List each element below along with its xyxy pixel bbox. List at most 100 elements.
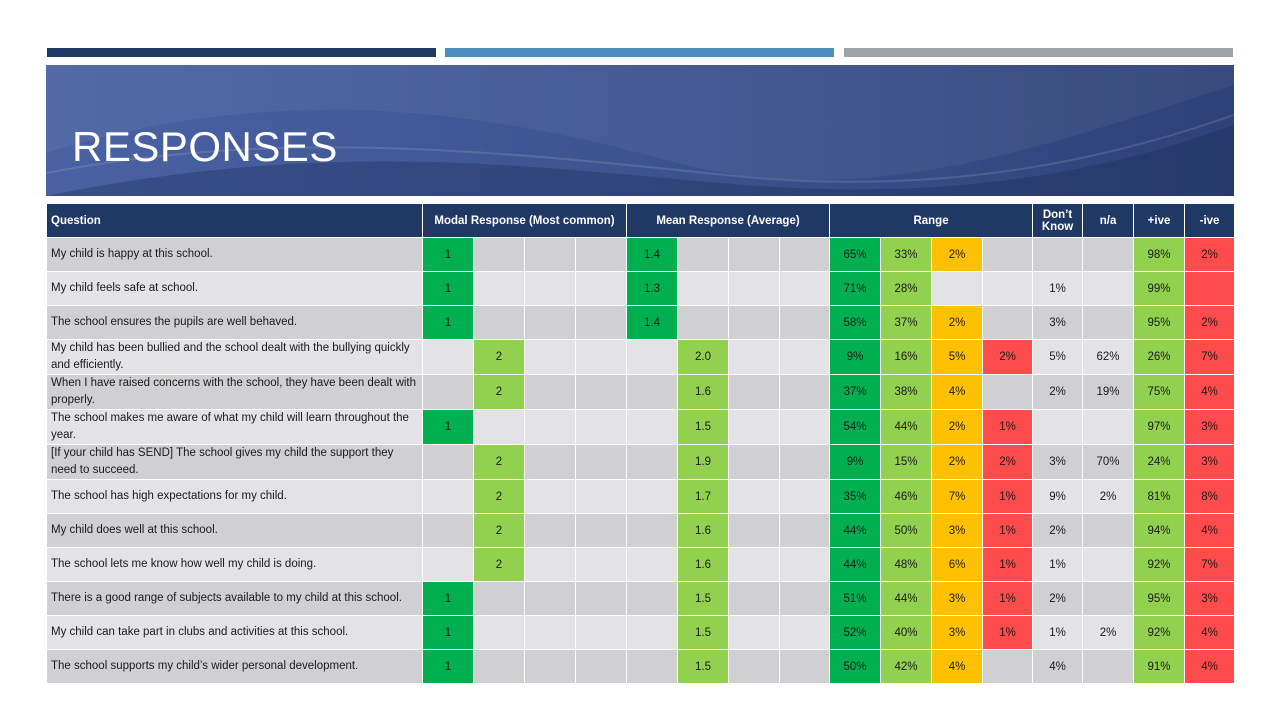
mean-cell-2: 1.6	[677, 374, 729, 410]
range-cell-1: 35%	[829, 479, 881, 514]
negative-cell: 4%	[1184, 374, 1236, 410]
modal-cell-1	[422, 374, 474, 410]
dont-know-cell: 9%	[1032, 479, 1084, 514]
table-row: My child feels safe at school. 1 1.3 71% 28%…	[46, 271, 1236, 306]
header-question: Question	[46, 203, 423, 238]
mean-cell-1: 1.4	[626, 305, 678, 340]
mean-cell-1: 1.4	[626, 237, 678, 272]
range-cell-2: 37%	[880, 305, 932, 340]
mean-cell-2: 1.6	[677, 513, 729, 548]
range-cell-2: 48%	[880, 547, 932, 582]
question-cell: There is a good range of subjects availa…	[46, 581, 423, 616]
positive-cell: 99%	[1133, 271, 1186, 306]
question-cell: My child does well at this school.	[46, 513, 423, 548]
modal-cell-3	[524, 305, 576, 340]
modal-cell-4	[575, 547, 627, 582]
table-row: My child is happy at this school. 1 1.4 65%…	[46, 237, 1236, 272]
range-cell-1: 37%	[829, 374, 881, 410]
range-cell-2: 15%	[880, 444, 932, 480]
modal-cell-2	[473, 615, 525, 650]
modal-cell-1: 1	[422, 305, 474, 340]
range-cell-4: 2%	[981, 339, 1034, 375]
mean-cell-2: 1.6	[677, 547, 729, 582]
modal-cell-4	[575, 581, 627, 616]
range-cell-3: 3%	[931, 513, 983, 548]
table-row: My child does well at this school. 2 1.6 44…	[46, 513, 1236, 548]
mean-cell-2: 2.0	[677, 339, 729, 375]
modal-cell-3	[524, 237, 576, 272]
mean-cell-3	[728, 649, 780, 684]
table-row: When I have raised concerns with the sch…	[46, 374, 1236, 410]
table-row: The school ensures the pupils are well b…	[46, 305, 1236, 340]
responses-table: Question Modal Response (Most common) Me…	[46, 203, 1236, 684]
modal-cell-3	[524, 513, 576, 548]
mean-cell-1: 1.3	[626, 271, 678, 306]
modal-cell-1: 1	[422, 615, 474, 650]
positive-cell: 95%	[1133, 581, 1186, 616]
table-row: The school supports my child’s wider per…	[46, 649, 1236, 684]
mean-cell-1	[626, 615, 678, 650]
na-cell: 70%	[1082, 444, 1135, 480]
na-cell: 62%	[1082, 339, 1135, 375]
na-cell: 2%	[1082, 615, 1135, 650]
range-cell-4: 2%	[981, 444, 1034, 480]
positive-cell: 98%	[1133, 237, 1186, 272]
range-cell-4	[981, 237, 1034, 272]
range-cell-4: 1%	[981, 479, 1034, 514]
table-row: The school has high expectations for my …	[46, 479, 1236, 514]
mean-cell-4	[779, 649, 830, 684]
positive-cell: 95%	[1133, 305, 1186, 340]
question-cell: My child is happy at this school.	[46, 237, 423, 272]
accent-bar-navy	[47, 48, 436, 57]
negative-cell: 3%	[1184, 444, 1236, 480]
modal-cell-2	[473, 581, 525, 616]
modal-cell-1: 1	[422, 271, 474, 306]
header-mean-response: Mean Response (Average)	[626, 203, 830, 238]
range-cell-1: 52%	[829, 615, 881, 650]
mean-cell-4	[779, 374, 830, 410]
range-cell-3: 6%	[931, 547, 983, 582]
range-cell-1: 44%	[829, 547, 881, 582]
na-cell	[1082, 409, 1135, 445]
mean-cell-4	[779, 615, 830, 650]
range-cell-3: 4%	[931, 374, 983, 410]
negative-cell: 4%	[1184, 513, 1236, 548]
modal-cell-2	[473, 649, 525, 684]
modal-cell-3	[524, 649, 576, 684]
modal-cell-1	[422, 513, 474, 548]
table-row: There is a good range of subjects availa…	[46, 581, 1236, 616]
na-cell	[1082, 271, 1135, 306]
range-cell-3: 2%	[931, 409, 983, 445]
accent-bar-grey	[844, 48, 1233, 57]
modal-cell-4	[575, 374, 627, 410]
mean-cell-4	[779, 479, 830, 514]
question-cell: The school lets me know how well my chil…	[46, 547, 423, 582]
modal-cell-4	[575, 237, 627, 272]
negative-cell: 2%	[1184, 237, 1236, 272]
range-cell-1: 9%	[829, 339, 881, 375]
banner-wave-decoration	[46, 65, 1234, 196]
mean-cell-2: 1.5	[677, 649, 729, 684]
negative-cell: 4%	[1184, 649, 1236, 684]
table-row: My child can take part in clubs and acti…	[46, 615, 1236, 650]
mean-cell-2	[677, 305, 729, 340]
question-cell: The school makes me aware of what my chi…	[46, 409, 423, 445]
modal-cell-3	[524, 581, 576, 616]
mean-cell-4	[779, 409, 830, 445]
dont-know-cell	[1032, 237, 1084, 272]
modal-cell-1	[422, 547, 474, 582]
modal-cell-4	[575, 513, 627, 548]
range-cell-3: 5%	[931, 339, 983, 375]
modal-cell-1: 1	[422, 409, 474, 445]
mean-cell-2: 1.7	[677, 479, 729, 514]
modal-cell-3	[524, 271, 576, 306]
dont-know-cell: 3%	[1032, 444, 1084, 480]
dont-know-cell: 1%	[1032, 547, 1084, 582]
range-cell-4: 1%	[981, 513, 1034, 548]
modal-cell-4	[575, 444, 627, 480]
mean-cell-2: 1.5	[677, 615, 729, 650]
range-cell-4: 1%	[981, 581, 1034, 616]
range-cell-1: 9%	[829, 444, 881, 480]
dont-know-cell: 2%	[1032, 374, 1084, 410]
dont-know-cell: 3%	[1032, 305, 1084, 340]
